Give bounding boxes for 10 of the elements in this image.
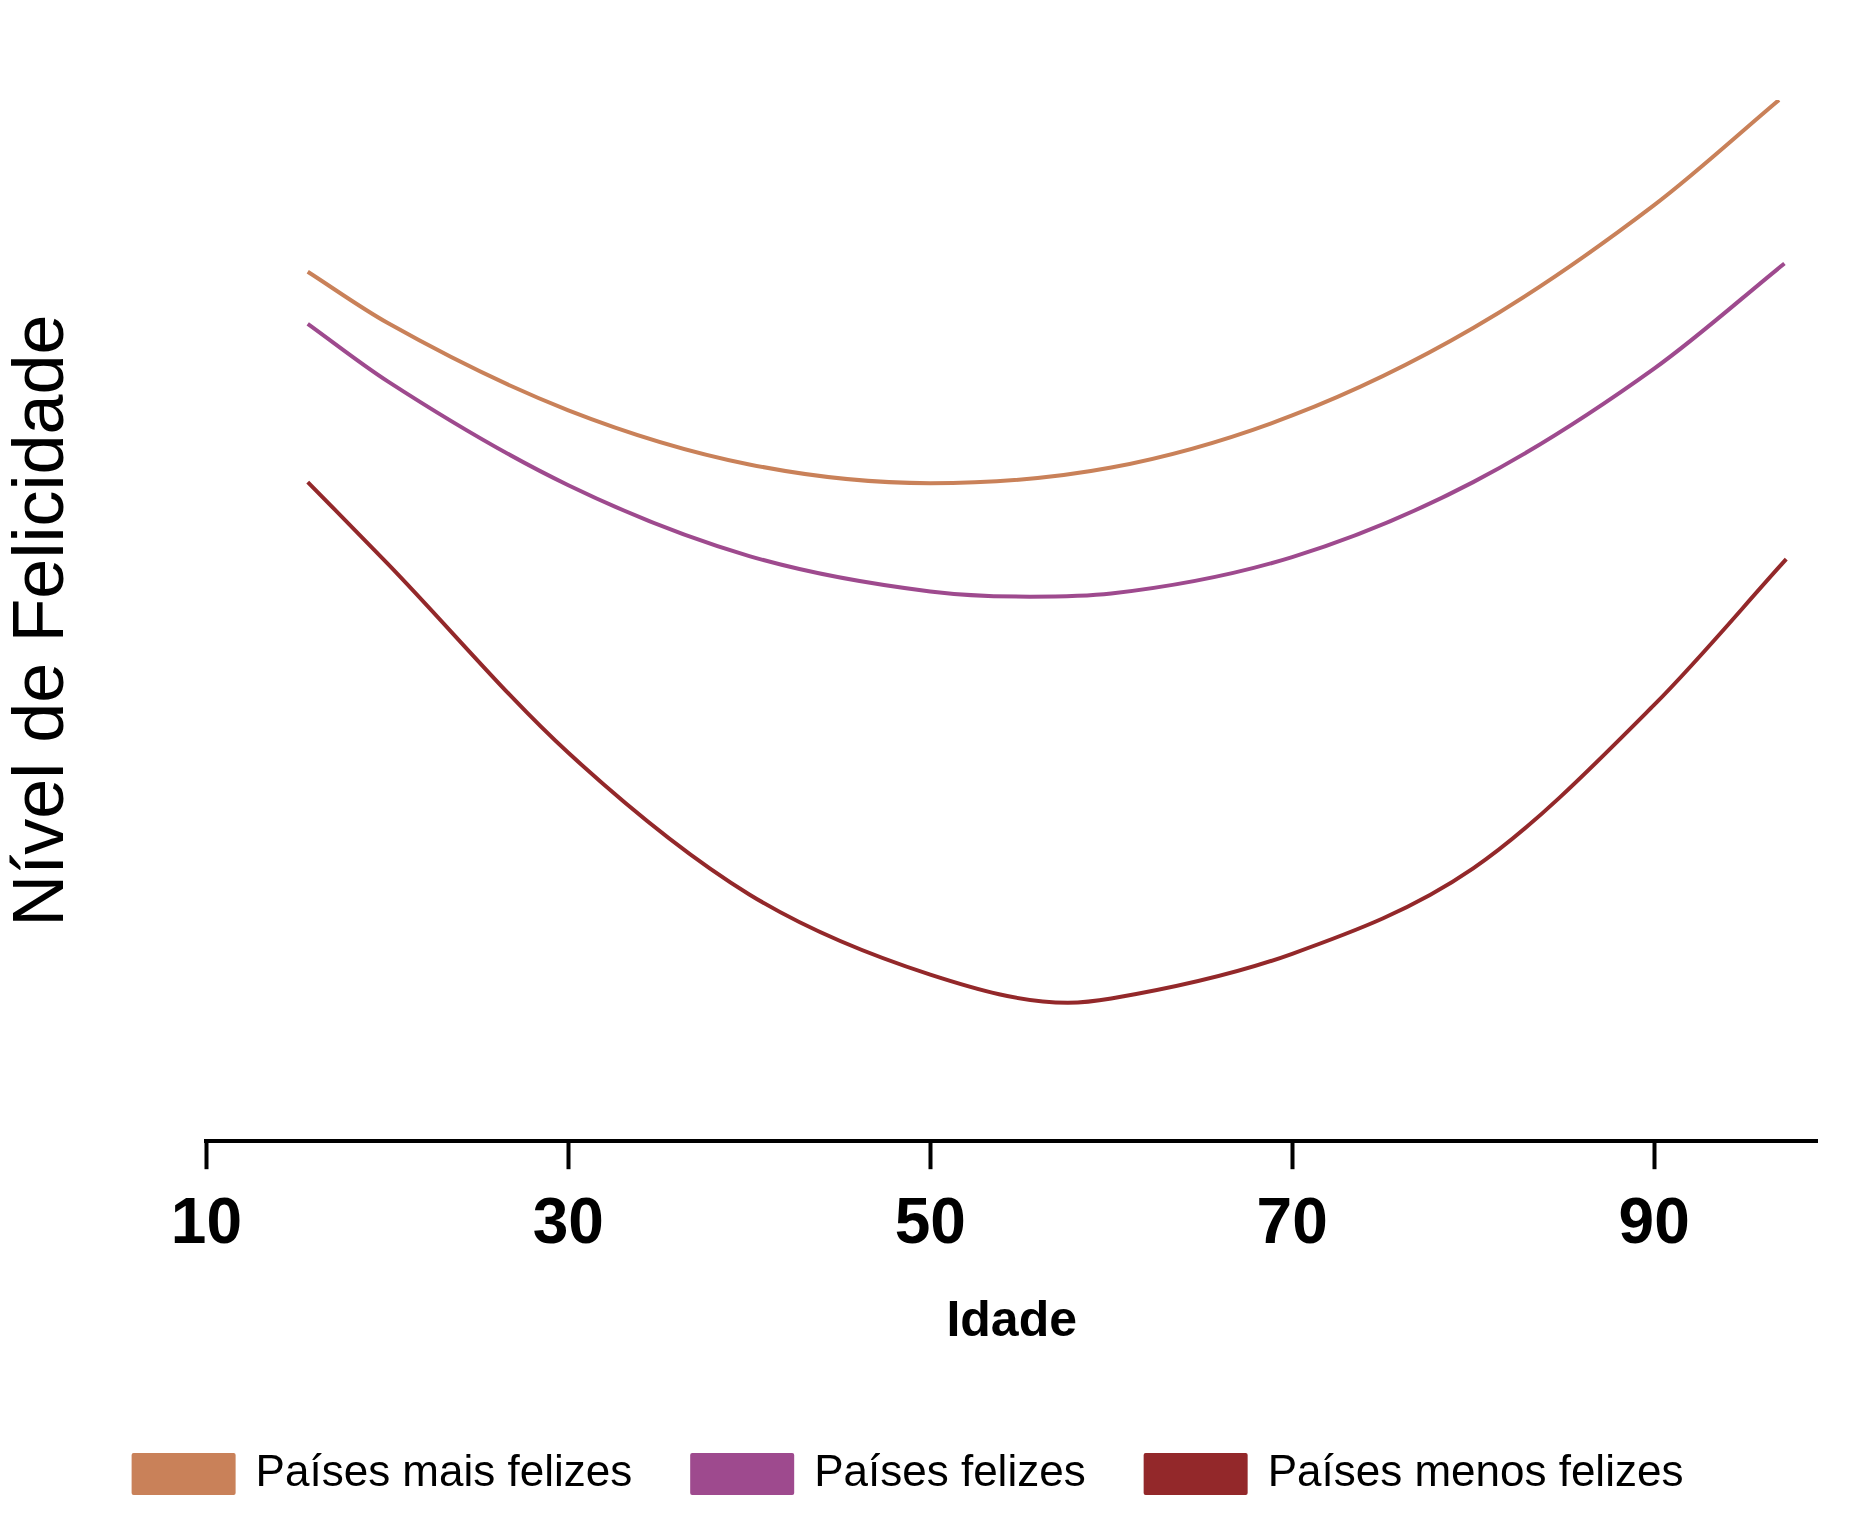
x-tick-label: 10 [170,1185,242,1258]
legend-label: Países menos felizes [1267,1446,1684,1496]
x-tick-label: 90 [1618,1185,1690,1258]
legend-label: Países felizes [814,1446,1086,1496]
x-tick-label: 50 [894,1185,966,1258]
y-axis-title: Nível de Felicidade [0,314,79,927]
legend-label: Países mais felizes [255,1446,633,1496]
x-axis-title: Idade [946,1290,1077,1347]
x-tick-label: 70 [1256,1185,1328,1258]
x-tick-label: 30 [532,1185,604,1258]
